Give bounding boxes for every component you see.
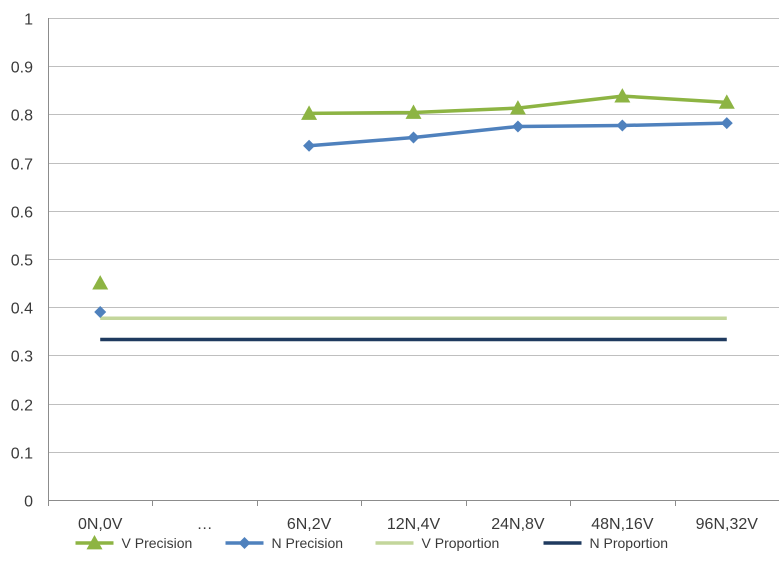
legend-label: N Proportion (590, 535, 669, 551)
legend-item: N Proportion (543, 535, 669, 551)
legend-item: V Precision (75, 535, 193, 551)
triangle-marker (718, 94, 735, 109)
y-tick-label: 0.7 (11, 157, 33, 174)
y-tick-label: 0.1 (11, 446, 33, 463)
x-tick-label: 6N,2V (287, 516, 332, 533)
y-tick-label: 1 (24, 12, 33, 29)
legend-item: V Proportion (375, 535, 500, 551)
y-tick-label: 0.9 (11, 60, 33, 77)
x-tick-label: 96N,32V (696, 516, 759, 533)
x-tick-labels: 0N,0V … 6N,2V 12N,4V 24N,8V 48N,16V 96N,32V (78, 516, 758, 533)
triangle-marker (509, 100, 526, 115)
diamond-marker (303, 139, 316, 152)
x-tick-label: 0N,0V (78, 516, 123, 533)
y-tick-labels: 0 0.1 0.2 0.3 0.4 0.5 0.6 0.7 0.8 0.9 1 (11, 12, 33, 511)
triangle-marker (614, 88, 631, 103)
legend-label: V Proportion (422, 535, 500, 551)
diamond-marker (407, 131, 420, 144)
diamond-marker (94, 306, 107, 319)
x-tick-label: 24N,8V (491, 516, 545, 533)
triangle-marker (92, 275, 109, 290)
diamond-marker (511, 120, 524, 133)
gridlines (48, 18, 779, 453)
y-tick-label: 0.6 (11, 205, 33, 222)
series-lines (92, 88, 735, 342)
x-tick-label: … (197, 516, 213, 533)
legend-item: N Precision (225, 535, 344, 551)
triangle-marker (86, 535, 103, 550)
y-tick-label: 0.5 (11, 253, 33, 270)
triangle-marker (301, 105, 318, 120)
legend-label: V Precision (122, 535, 193, 551)
series-v-precision (92, 88, 735, 290)
axes (48, 18, 779, 506)
y-tick-label: 0.2 (11, 398, 33, 415)
legend-label: N Precision (272, 535, 344, 551)
diamond-marker (616, 119, 629, 132)
x-tick-label: 48N,16V (591, 516, 654, 533)
y-tick-label: 0 (24, 494, 33, 511)
diamond-marker (238, 537, 251, 549)
y-tick-label: 0.8 (11, 108, 33, 125)
triangle-marker (405, 104, 422, 119)
y-tick-label: 0.3 (11, 349, 33, 366)
y-tick-label: 0.4 (11, 301, 33, 318)
x-tick-label: 12N,4V (387, 516, 441, 533)
series-n-precision (94, 117, 733, 319)
legend: V Precision N Precision V Proportion N Prop… (75, 535, 669, 551)
diamond-marker (720, 117, 733, 130)
